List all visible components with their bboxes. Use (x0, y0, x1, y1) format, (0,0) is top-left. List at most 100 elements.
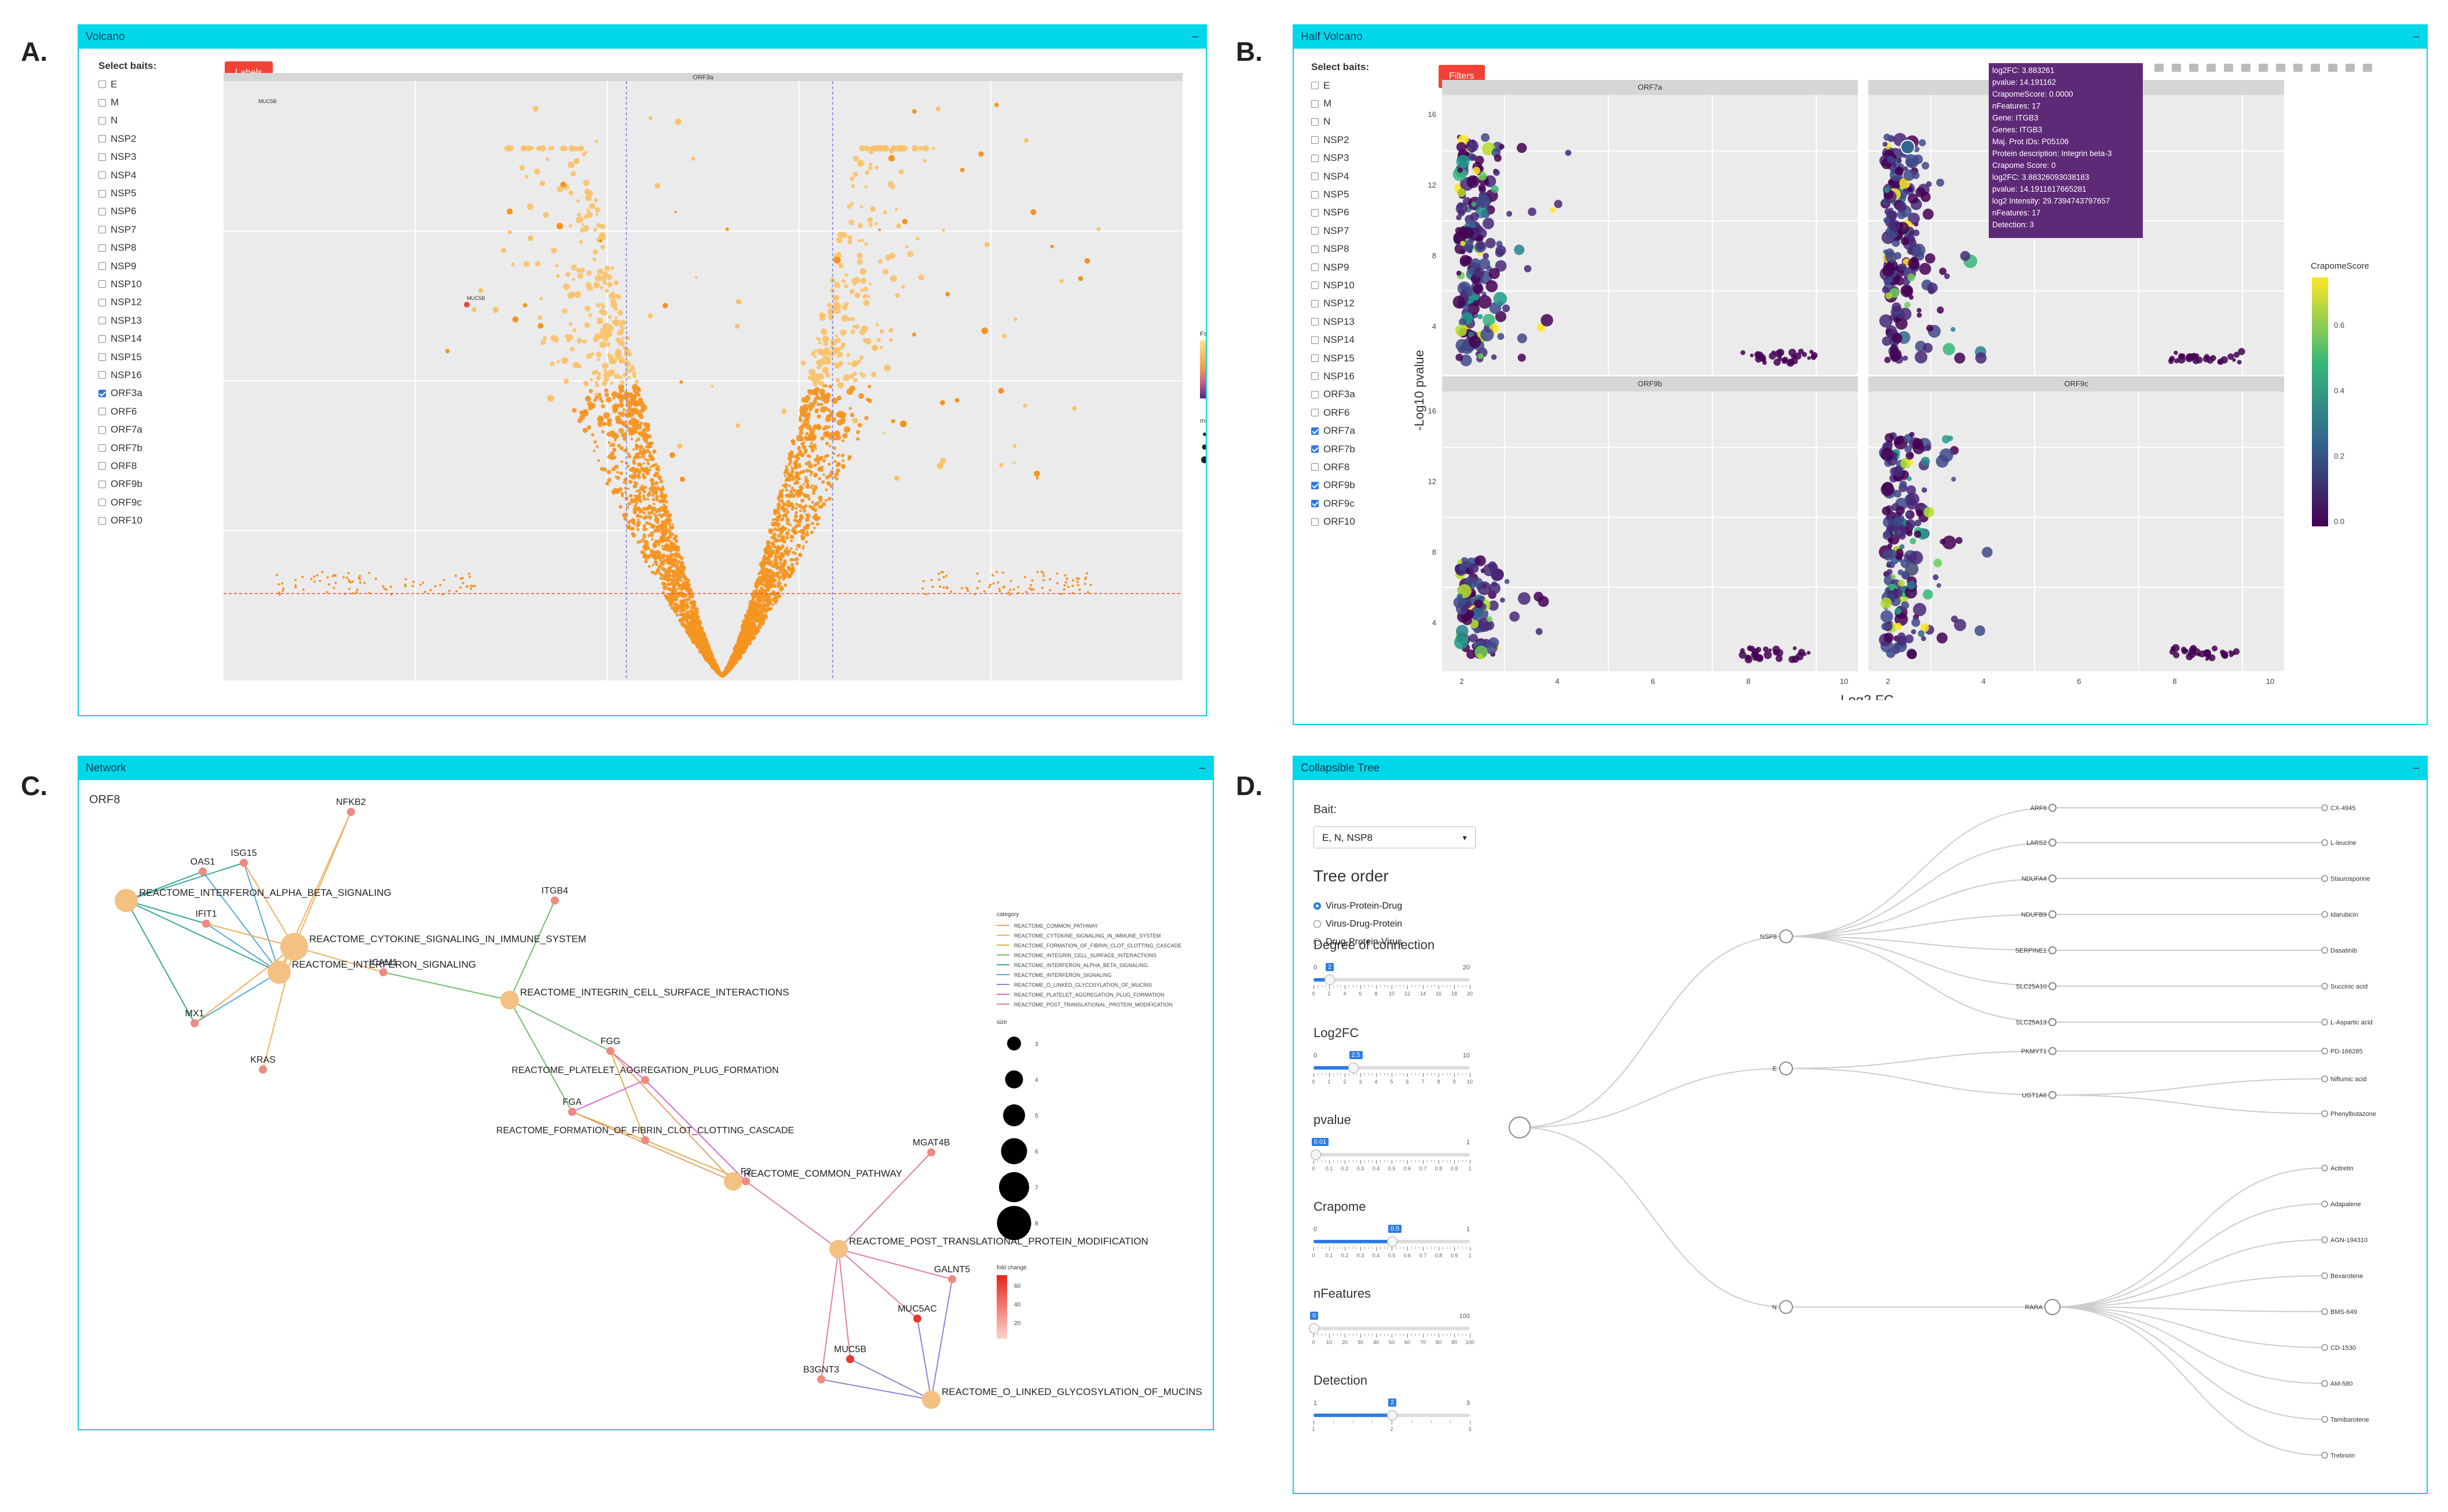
checkbox-icon[interactable] (1311, 281, 1319, 290)
tree-virus-node[interactable] (1779, 1061, 1793, 1075)
zoom-out-icon[interactable] (2259, 64, 2268, 72)
checkbox-icon[interactable] (98, 189, 106, 197)
checkbox-icon[interactable] (98, 444, 106, 452)
gene-node[interactable] (259, 1066, 267, 1074)
pan-icon[interactable] (2189, 64, 2198, 72)
checkbox-icon[interactable] (1311, 191, 1319, 199)
tree-protein-node[interactable] (2048, 1047, 2057, 1055)
gene-node[interactable] (742, 1177, 750, 1185)
gene-node[interactable] (927, 1148, 935, 1156)
gene-node[interactable] (948, 1275, 956, 1283)
slider-track[interactable] (1313, 978, 1470, 982)
slider-handle[interactable] (1310, 1149, 1321, 1160)
gene-node[interactable] (641, 1136, 649, 1144)
bait-checkbox-orf3a[interactable]: ORF3a (98, 385, 156, 402)
tree-drug-node[interactable] (2321, 1452, 2328, 1459)
minimize-icon[interactable]: − (1191, 30, 1199, 44)
bait-checkbox-nsp2[interactable]: NSP2 (98, 130, 156, 148)
bait-checkbox-nsp14[interactable]: NSP14 (98, 330, 156, 347)
checkbox-icon[interactable] (98, 226, 106, 234)
bait-checkbox-nsp12[interactable]: NSP12 (1311, 295, 1369, 313)
plotly-logo-icon[interactable] (2363, 64, 2372, 72)
checkbox-icon[interactable] (98, 353, 106, 361)
gene-node[interactable] (379, 968, 387, 976)
gene-node[interactable] (817, 1375, 825, 1383)
bait-checkbox-orf9b[interactable]: ORF9b (98, 475, 156, 493)
checkbox-icon[interactable] (1311, 118, 1319, 126)
bait-checkbox-nsp9[interactable]: NSP9 (1311, 258, 1369, 276)
gene-node[interactable] (202, 920, 210, 928)
gene-node[interactable] (240, 859, 248, 867)
checkbox-icon[interactable] (1311, 299, 1319, 307)
bait-checkbox-nsp16[interactable]: NSP16 (98, 366, 156, 384)
checkbox-icon[interactable] (98, 135, 106, 143)
bait-checkbox-nsp6[interactable]: NSP6 (1311, 204, 1369, 222)
checkbox-icon[interactable] (1311, 354, 1319, 363)
pathway-node[interactable] (829, 1240, 848, 1258)
bait-checkbox-nsp10[interactable]: NSP10 (1311, 276, 1369, 294)
bait-checkbox-nsp13[interactable]: NSP13 (1311, 313, 1369, 331)
checkbox-icon[interactable] (98, 426, 106, 434)
checkbox-icon[interactable] (1311, 208, 1319, 217)
checkbox-icon[interactable] (98, 389, 106, 397)
checkbox-icon[interactable] (98, 116, 106, 125)
tree-protein-node[interactable] (2048, 804, 2057, 812)
tree-drug-node[interactable] (2321, 1048, 2328, 1055)
checkbox-icon[interactable] (1311, 336, 1319, 344)
tree-drug-node[interactable] (2321, 1272, 2328, 1279)
bait-checkbox-nsp13[interactable]: NSP13 (98, 312, 156, 330)
checkbox-icon[interactable] (98, 298, 106, 306)
checkbox-icon[interactable] (98, 480, 106, 488)
gene-node[interactable] (568, 1108, 576, 1116)
checkbox-icon[interactable] (1311, 263, 1319, 272)
pathway-node[interactable] (922, 1390, 941, 1409)
checkbox-icon[interactable] (98, 171, 106, 180)
bait-checkbox-nsp3[interactable]: NSP3 (1311, 149, 1369, 167)
gene-node[interactable] (191, 1019, 199, 1027)
bait-checkbox-orf7b[interactable]: ORF7b (98, 439, 156, 457)
checkbox-icon[interactable] (1311, 154, 1319, 162)
hover-compare-icon[interactable] (2345, 64, 2355, 72)
tree-drug-node[interactable] (2321, 1416, 2328, 1423)
slider-handle[interactable] (1348, 1063, 1359, 1073)
tree-virus-node[interactable] (1779, 929, 1793, 943)
checkbox-icon[interactable] (98, 499, 106, 507)
bait-checkbox-nsp4[interactable]: NSP4 (98, 166, 156, 184)
checkbox-icon[interactable] (98, 317, 106, 325)
camera-icon[interactable] (2154, 64, 2164, 72)
tree-protein-node[interactable] (2048, 1091, 2057, 1099)
checkbox-icon[interactable] (1311, 318, 1319, 326)
checkbox-icon[interactable] (1311, 173, 1319, 181)
bait-checkbox-nsp3[interactable]: NSP3 (98, 148, 156, 166)
bait-checkbox-orf9c[interactable]: ORF9c (98, 493, 156, 511)
bait-checkbox-nsp8[interactable]: NSP8 (98, 239, 156, 257)
slider-log2fc[interactable]: 0 10 2.5 0 1 2 3 4 5 6 7 8 9 10 (1312, 1051, 1473, 1088)
bait-checkbox-n[interactable]: N (1311, 113, 1369, 131)
spike-icon[interactable] (2311, 64, 2320, 72)
tree-protein-node[interactable] (2048, 946, 2057, 954)
checkbox-icon[interactable] (98, 262, 106, 270)
pathway-node[interactable] (724, 1172, 742, 1191)
lasso-icon[interactable] (2224, 64, 2233, 72)
bait-checkbox-orf10[interactable]: ORF10 (98, 511, 156, 529)
tree-drug-node[interactable] (2321, 983, 2328, 990)
gene-node[interactable] (846, 1355, 854, 1363)
gene-node[interactable] (606, 1047, 614, 1055)
hover-closest-icon[interactable] (2328, 64, 2337, 72)
checkbox-icon[interactable] (1311, 245, 1319, 253)
tree-protein-node[interactable] (2048, 1018, 2057, 1026)
bait-checkbox-nsp9[interactable]: NSP9 (98, 257, 156, 275)
autoscale-icon[interactable] (2276, 64, 2285, 72)
home-icon[interactable] (2293, 64, 2303, 72)
bait-checkbox-orf7a[interactable]: ORF7a (98, 420, 156, 438)
minimize-icon[interactable]: − (2412, 30, 2420, 44)
tree-drug-node[interactable] (2321, 911, 2328, 918)
checkbox-icon[interactable] (98, 244, 106, 252)
tree-drug-node[interactable] (2321, 1165, 2328, 1171)
bait-checkbox-orf8[interactable]: ORF8 (98, 457, 156, 475)
tree-protein-node[interactable] (2048, 910, 2057, 918)
checkbox-icon[interactable] (98, 371, 106, 379)
tree-drug-node[interactable] (2321, 1019, 2328, 1026)
tree-drug-node[interactable] (2321, 804, 2328, 811)
